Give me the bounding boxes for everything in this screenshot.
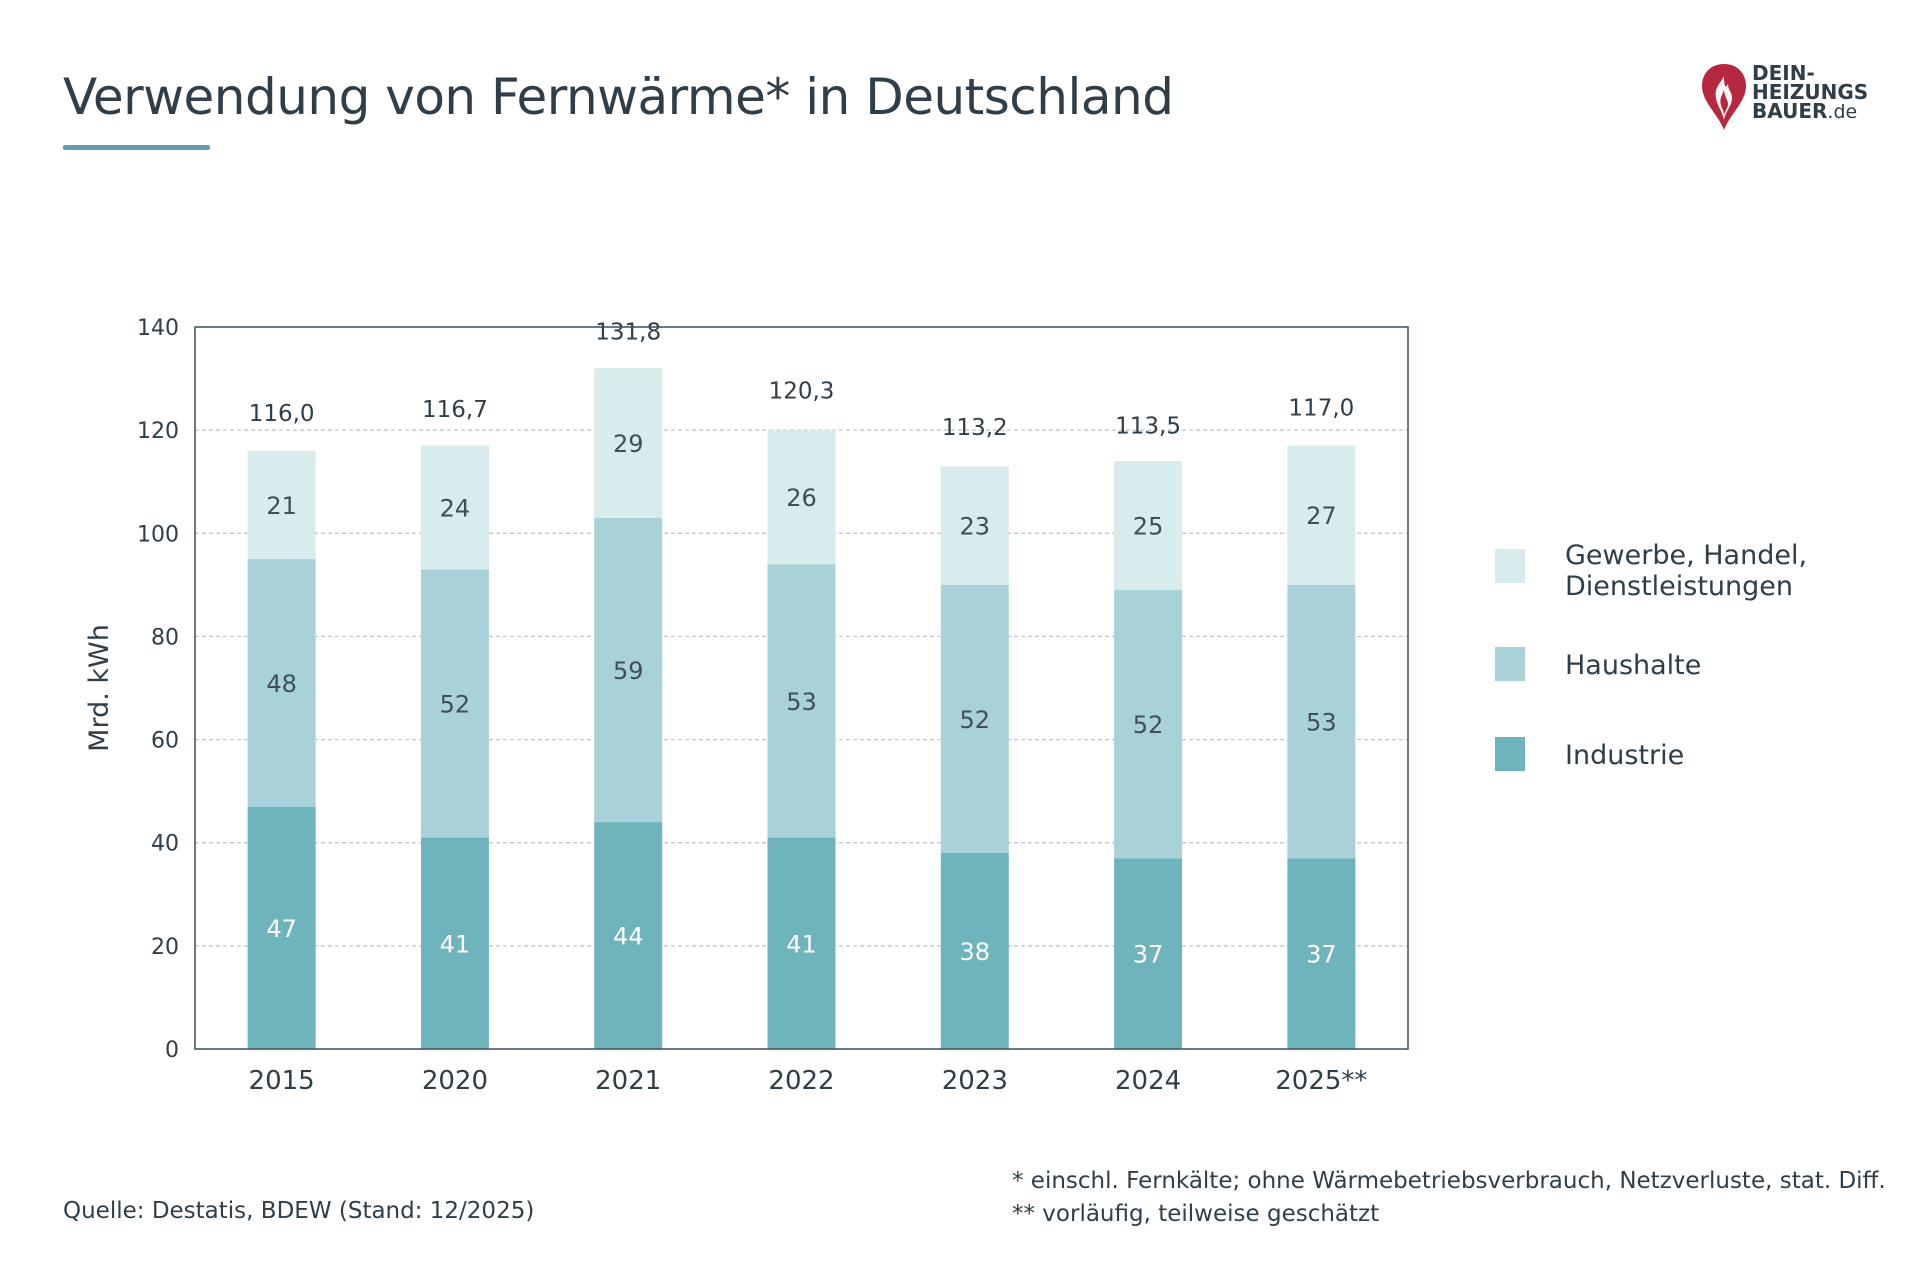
y-tick-label-100: 100: [137, 522, 179, 547]
x-tick-label-2024: 2024: [1115, 1066, 1181, 1096]
bar-haushalte-2015: [247, 559, 316, 807]
bar-haushalte-2021: [594, 517, 663, 823]
bar-haushalte-2025: [1287, 584, 1356, 859]
data-label-gewerbe-2021: 29: [613, 430, 644, 458]
footnote-2: ** vorläufig, teilweise geschätzt: [1012, 1201, 1380, 1227]
legend-label-haushalte: Haushalte: [1565, 650, 1702, 681]
bar-gewerbe-2020: [420, 445, 489, 570]
data-label-haushalte-2025: 53: [1306, 709, 1337, 737]
total-label-2022: 120,3: [769, 379, 835, 405]
logo-line-3: BAUER: [1752, 99, 1828, 123]
bar-industrie-2020: [420, 837, 489, 1049]
y-tick-label-20: 20: [151, 935, 179, 960]
legend-label-industrie: Industrie: [1565, 740, 1685, 771]
data-label-haushalte-2020: 52: [440, 690, 471, 718]
logo-line-2: HEIZUNGS: [1752, 80, 1869, 104]
data-label-gewerbe-2015: 21: [266, 492, 297, 520]
logo-line-3-suffix: .de: [1827, 101, 1858, 123]
data-label-gewerbe-2024: 25: [1133, 513, 1164, 541]
y-tick-label-80: 80: [151, 625, 179, 650]
legend-swatch-haushalte: [1495, 647, 1525, 681]
bar-haushalte-2024: [1114, 590, 1183, 859]
y-tick-label-40: 40: [151, 832, 179, 857]
flame-pin-icon: [1702, 64, 1746, 130]
legend-label-gewerbe: Gewerbe, Handel, Dienstleistungen: [1565, 540, 1808, 602]
bar-gewerbe-2021: [594, 368, 663, 518]
bar-haushalte-2023: [940, 584, 1009, 854]
total-label-2025: 117,0: [1288, 396, 1354, 422]
y-tick-label-120: 120: [137, 419, 179, 444]
bar-industrie-2021: [594, 822, 663, 1049]
bar-haushalte-2020: [420, 569, 489, 838]
footnotes: * einschl. Fernkälte; ohne Wärmebetriebs…: [1012, 1165, 1886, 1231]
x-tick-label-2023: 2023: [942, 1066, 1008, 1096]
bar-industrie-2022: [767, 837, 836, 1049]
data-label-haushalte-2023: 52: [960, 706, 991, 734]
plot-frame: [194, 326, 1409, 1050]
bar-gewerbe-2025: [1287, 445, 1356, 585]
bar-industrie-2015: [247, 806, 316, 1049]
total-label-2015: 116,0: [249, 401, 315, 427]
total-label-2023: 113,2: [942, 415, 1008, 441]
x-tick-label-2020: 2020: [422, 1066, 488, 1096]
bar-industrie-2023: [940, 853, 1009, 1049]
legend-swatch-gewerbe: [1495, 549, 1525, 583]
data-label-industrie-2022: 41: [786, 930, 817, 958]
bar-gewerbe-2022: [767, 430, 836, 565]
total-label-2021: 131,8: [595, 319, 661, 345]
x-tick-label-2022: 2022: [768, 1066, 834, 1096]
data-label-haushalte-2021: 59: [613, 657, 644, 685]
chart-title: Verwendung von Fernwärme* in Deutschland: [63, 68, 1174, 126]
logo-wordmark: DEIN- HEIZUNGS BAUER.de: [1752, 61, 1869, 123]
legend-swatch-industrie: [1495, 737, 1525, 771]
data-label-industrie-2023: 38: [960, 938, 991, 966]
x-tick-label-2025: 2025**: [1275, 1066, 1367, 1096]
brand-logo: DEIN- HEIZUNGS BAUER.de: [1700, 62, 1870, 132]
footnote-1: * einschl. Fernkälte; ohne Wärmebetriebs…: [1012, 1168, 1886, 1194]
total-label-2024: 113,5: [1115, 414, 1181, 440]
data-label-industrie-2020: 41: [440, 930, 471, 958]
y-tick-label-0: 0: [165, 1038, 179, 1063]
x-tick-label-2015: 2015: [249, 1066, 315, 1096]
data-label-haushalte-2015: 48: [266, 670, 297, 698]
x-tick-label-2021: 2021: [595, 1066, 661, 1096]
bar-gewerbe-2015: [247, 450, 316, 560]
bar-industrie-2024: [1114, 858, 1183, 1049]
data-label-gewerbe-2020: 24: [440, 495, 471, 523]
data-label-industrie-2024: 37: [1133, 941, 1164, 969]
data-label-gewerbe-2022: 26: [786, 484, 817, 512]
y-tick-label-60: 60: [151, 729, 179, 754]
data-label-gewerbe-2025: 27: [1306, 502, 1337, 530]
y-tick-label-140: 140: [137, 316, 179, 341]
data-label-industrie-2025: 37: [1306, 941, 1337, 969]
title-underline: [63, 145, 210, 150]
y-axis-label: Mrd. kWh: [84, 624, 115, 752]
bar-gewerbe-2023: [940, 466, 1009, 585]
bar-haushalte-2022: [767, 564, 836, 838]
data-label-industrie-2015: 47: [266, 915, 297, 943]
total-label-2020: 116,7: [422, 397, 488, 423]
bar-industrie-2025: [1287, 858, 1356, 1049]
source-note: Quelle: Destatis, BDEW (Stand: 12/2025): [63, 1198, 535, 1224]
data-label-haushalte-2022: 53: [786, 688, 817, 716]
data-label-haushalte-2024: 52: [1133, 711, 1164, 739]
data-label-industrie-2021: 44: [613, 923, 644, 951]
logo-line-1: DEIN-: [1752, 61, 1815, 85]
bar-gewerbe-2024: [1114, 461, 1183, 591]
data-label-gewerbe-2023: 23: [960, 513, 991, 541]
